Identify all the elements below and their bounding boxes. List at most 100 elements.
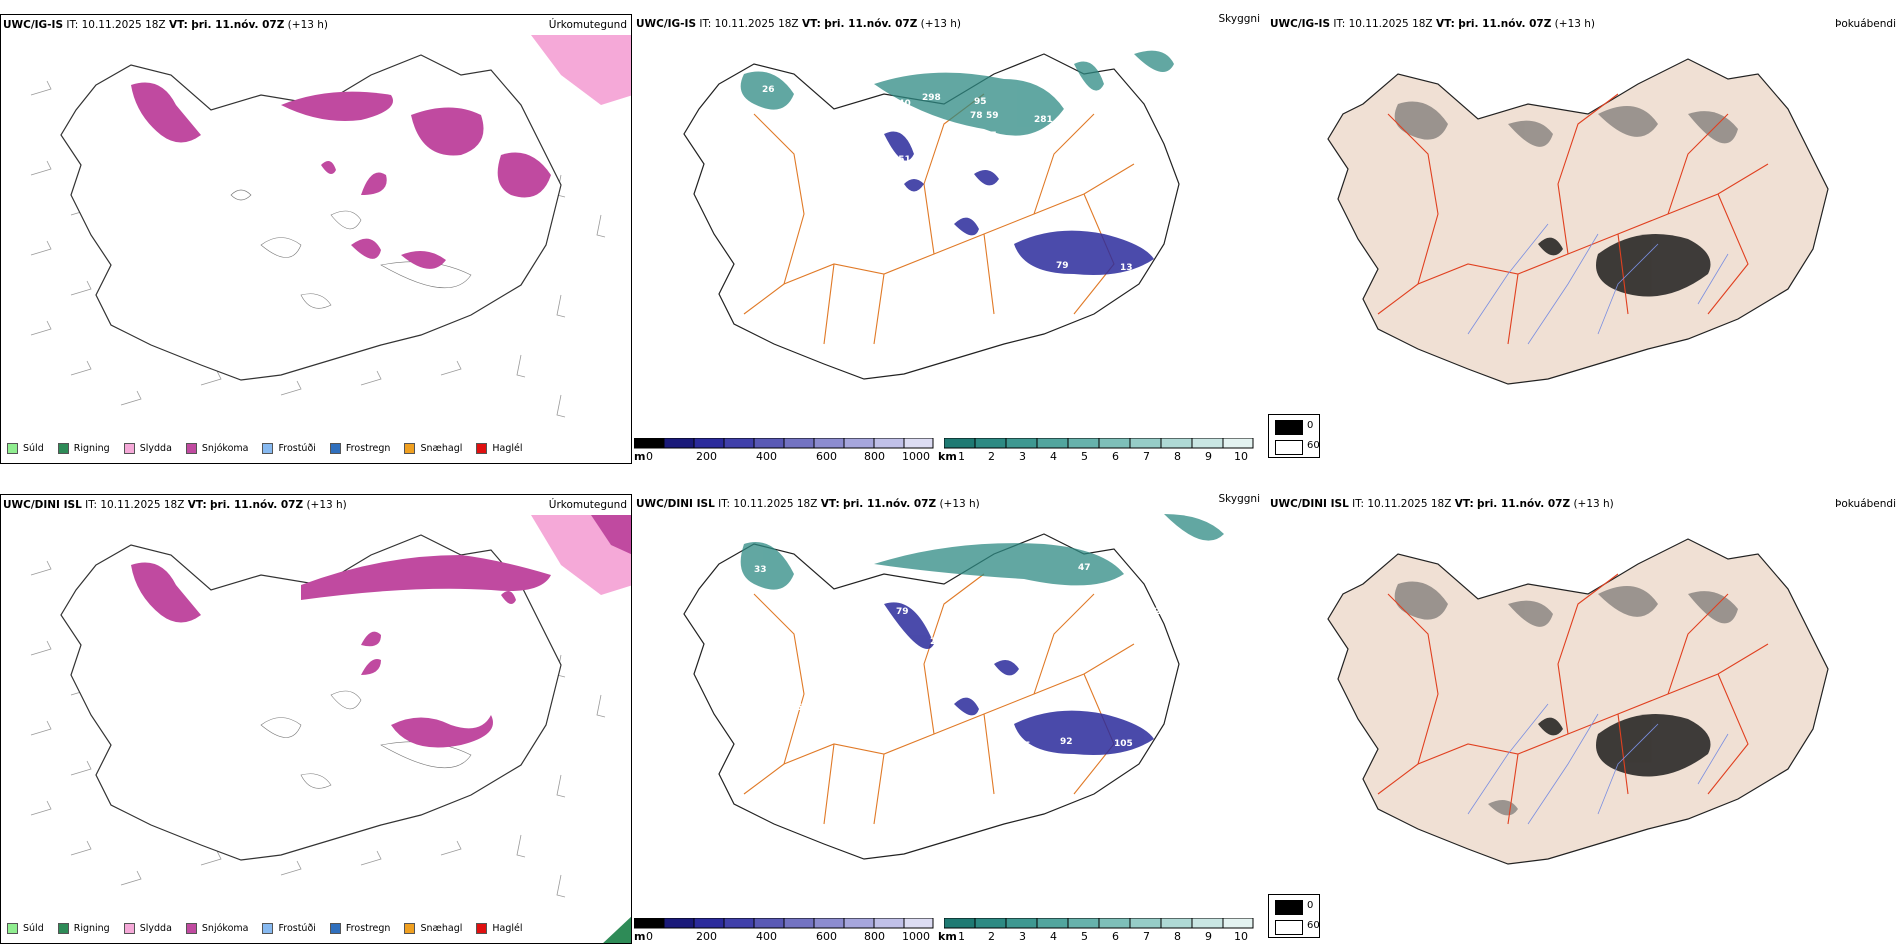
cbar-cell [1067, 918, 1100, 929]
cbar-tick: 200 [696, 930, 717, 943]
panel-header: UWC/DINI ISL IT: 10.11.2025 18Z VT: þri.… [1270, 498, 1614, 510]
ceiling-label: 26 [762, 85, 775, 95]
it-value: 10.11.2025 18Z [1367, 498, 1452, 510]
legend-label: Snjókoma [201, 923, 249, 934]
cbar-cell [753, 438, 785, 449]
cbar-tick: 1 [958, 450, 965, 463]
ceiling-label: 507 [1058, 121, 1077, 131]
cbar-cell [783, 438, 815, 449]
ceiling-label: 10 [916, 719, 929, 729]
cbar-cell [1067, 438, 1100, 449]
model-name: UWC/DINI ISL [3, 499, 82, 511]
cbar-tick: 0 [646, 450, 653, 463]
road-network [1377, 573, 1769, 825]
visibility-colorbar: km 1 2 3 4 5 6 7 8 9 10 [938, 918, 1254, 944]
visibility-areas [740, 514, 1224, 590]
visibility-map-bottom: 33 47 79 20 37 37 20 95 447 90 33 98 10 … [683, 514, 1224, 860]
legend-label: Frostúði [278, 923, 316, 934]
panel-title: Þokuábendi [1835, 498, 1896, 510]
ceiling-label: 340 [892, 99, 911, 109]
cbar-tick: 3 [1019, 930, 1026, 943]
snowfall-areas [131, 555, 551, 748]
cbar-cell [723, 438, 755, 449]
panel-title: Úrkomutegund [548, 499, 627, 511]
legend-item: Snjókoma [185, 923, 249, 934]
model-name: UWC/IG-IS [3, 19, 64, 31]
legend-item: Slydda [123, 443, 172, 454]
glacier-outlines [260, 690, 472, 789]
vt-value: þri. 11.nóv. 07Z [843, 498, 937, 510]
panel-title: Skyggni [1218, 14, 1261, 25]
ceiling-label: 33 [754, 565, 767, 575]
cbar-cell [813, 918, 845, 929]
cbar-tick: 2 [988, 930, 995, 943]
legend-swatch [476, 443, 488, 454]
legend-item: Snæhagl [404, 923, 462, 934]
panel-header: UWC/DINI ISL IT: 10.11.2025 18Z VT: þri.… [636, 498, 980, 510]
visibility-panel-bottom: 33 47 79 20 37 37 20 95 447 90 33 98 10 … [634, 494, 1266, 944]
cbar-tick: 10 [1234, 450, 1248, 463]
cbar-cell [1129, 438, 1162, 449]
ceiling-label: 447 [982, 675, 1001, 685]
legend-swatch [329, 443, 341, 454]
legend-item: Snæhagl [404, 443, 462, 454]
cbar-cell [693, 918, 725, 929]
legend-label: Súld [23, 923, 44, 934]
fog-index-dense [1538, 234, 1711, 297]
legend-label: Rigning [73, 443, 110, 454]
ceiling-label: 298 [922, 93, 941, 103]
precip-type-map-bottom [30, 515, 631, 943]
ceiling-label: 78 [970, 111, 983, 121]
panel-header: UWC/IG-IS IT: 10.11.2025 18Z VT: þri. 11… [636, 18, 961, 30]
rain-area-corner [603, 916, 631, 943]
fog-index-areas [1394, 101, 1738, 147]
ceiling-areas [884, 602, 1154, 755]
cbar-tick: 1000 [902, 450, 930, 463]
ceiling-colorbar: m 0 200 400 600 800 1000 [634, 918, 934, 944]
legend-label: Haglél [492, 923, 523, 934]
fog-legend-black-label: 0 [1307, 420, 1314, 431]
legend-label: Rigning [73, 923, 110, 934]
fog-legend-top: 0 60 [1268, 414, 1320, 458]
it-label: IT: [718, 498, 731, 510]
cbar-tick: 200 [696, 450, 717, 463]
cbar-unit: km [938, 450, 957, 463]
vt-label: VT: [168, 19, 188, 31]
lead-time: (+13 h) [1554, 18, 1596, 30]
panel-header: UWC/IG-IS IT: 10.11.2025 18Z VT: þri. 11… [1270, 18, 1595, 30]
cbar-cell [944, 918, 976, 929]
legend-label: Slydda [139, 923, 172, 934]
legend-swatch [329, 923, 341, 934]
cbar-cell [903, 438, 934, 449]
visibility-colorbar-swatches [944, 438, 1254, 449]
ceiling-label: 95 [1018, 741, 1031, 751]
ceiling-label: 33 [1054, 673, 1067, 683]
legend-item: Frostregn [329, 923, 390, 934]
legend-label: Haglél [492, 443, 523, 454]
cbar-cell [663, 918, 695, 929]
ceiling-label: 79 [896, 607, 909, 617]
ceiling-label: 101 [910, 239, 929, 249]
precip-type-panel-bottom: UWC/DINI ISL IT: 10.11.2025 18Z VT: þri.… [0, 494, 632, 944]
ceiling-label: 79 [1056, 261, 1069, 271]
fog-legend-black [1275, 420, 1303, 435]
legend-item: Rigning [57, 443, 110, 454]
precip-type-panel-top: UWC/IG-IS IT: 10.11.2025 18Z VT: þri. 11… [0, 14, 632, 464]
cbar-tick: 5 [1081, 450, 1088, 463]
ceiling-label: 13 [1120, 263, 1133, 273]
ceiling-label: 97 [894, 247, 907, 257]
legend-label: Snæhagl [420, 923, 463, 934]
lead-time: (+13 h) [1573, 498, 1614, 510]
ceiling-label: 139 [1038, 137, 1057, 147]
vt-label: VT: [1435, 18, 1455, 30]
cbar-cell [974, 918, 1007, 929]
fog-index-dense [1538, 714, 1711, 777]
ceiling-label: 45 [790, 703, 803, 713]
cbar-cell [1191, 918, 1224, 929]
fog-legend-black [1275, 900, 1303, 915]
cbar-tick: 2 [988, 450, 995, 463]
legend-label: Frostregn [345, 443, 391, 454]
vt-value: þri. 11.nóv. 07Z [1477, 498, 1571, 510]
cbar-cell [1098, 438, 1131, 449]
cbar-tick: 4 [1050, 450, 1057, 463]
